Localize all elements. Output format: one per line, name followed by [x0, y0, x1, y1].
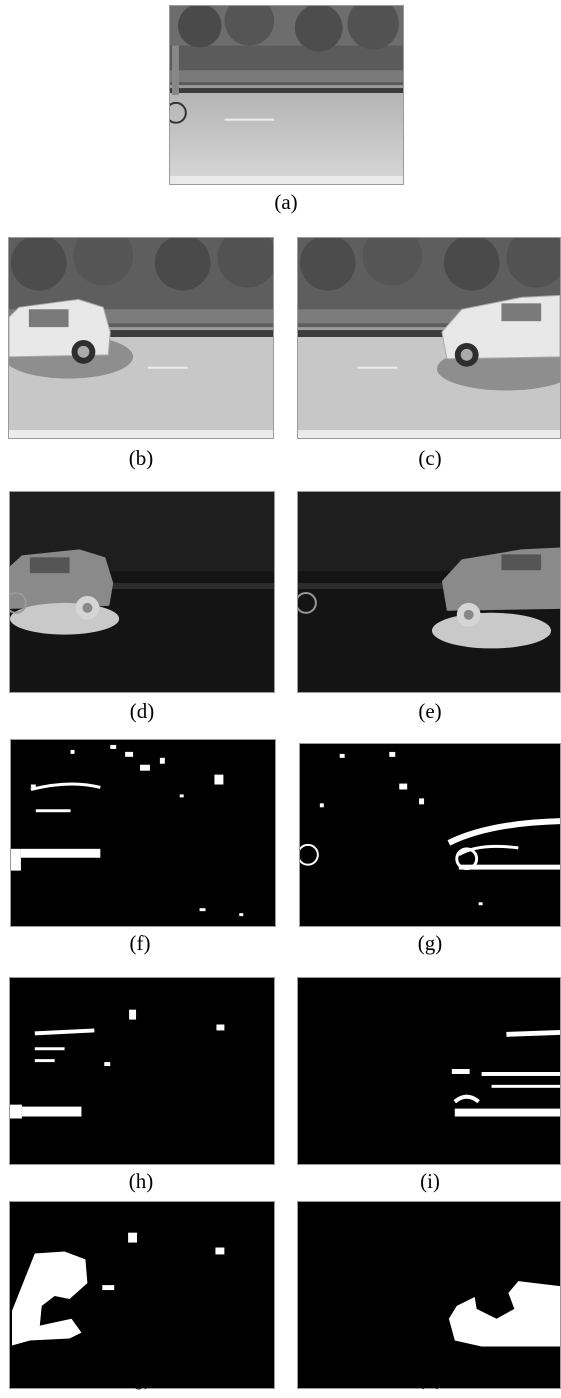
panel-i-morph-right — [297, 977, 561, 1165]
caption-h: (h) — [128, 1169, 154, 1193]
panel-e-difference-right — [297, 491, 561, 693]
caption-d: (d) — [129, 699, 155, 723]
caption-i: (i) — [420, 1169, 440, 1193]
panel-c-frame-car-right — [297, 237, 561, 439]
caption-c: (c) — [418, 446, 442, 470]
caption-a: (a) — [274, 190, 298, 214]
caption-j: (j) — [131, 1366, 151, 1390]
caption-b: (b) — [128, 446, 154, 470]
panel-j-mask-left — [9, 1201, 275, 1389]
caption-e: (e) — [418, 699, 442, 723]
panel-f-binary-left — [10, 739, 276, 927]
panel-h-morph-left — [9, 977, 275, 1165]
panel-g-binary-right — [299, 743, 561, 927]
caption-g: (g) — [417, 931, 443, 955]
panel-a-background-frame — [169, 5, 404, 185]
panel-k-mask-right — [297, 1201, 561, 1389]
caption-k: (k) — [417, 1366, 443, 1390]
panel-d-difference-left — [9, 491, 275, 693]
panel-b-frame-car-left — [8, 237, 274, 439]
caption-f: (f) — [129, 931, 151, 955]
